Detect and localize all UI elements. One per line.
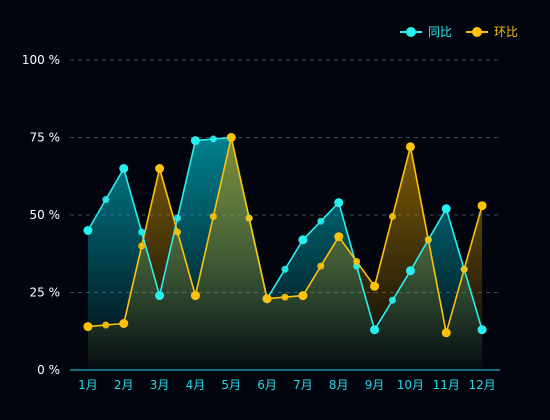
y-tick-label: 50 % [30,208,61,222]
segment-marker [174,228,181,236]
segment-marker [102,196,110,203]
x-tick-label: 4月 [186,378,206,392]
x-tick-label: 1月 [78,378,98,392]
data-point[interactable] [370,281,380,291]
x-tick-label: 2月 [114,378,134,392]
data-point[interactable] [477,325,487,335]
x-tick-label: 11月 [433,378,460,392]
data-point[interactable] [334,198,344,208]
legend-item-2[interactable]: 环比 [466,25,518,39]
data-point[interactable] [370,325,380,335]
axes: 0 % 25 % 50 % 75 % 100 % 1月 2月 3月 4月 5月 6月 7月 8月 9月 10… [22,53,500,392]
segment-marker [424,236,432,244]
segment-marker [389,213,396,221]
segment-marker [281,293,289,301]
x-tick-label: 10月 [397,378,424,392]
segment-marker [353,258,361,265]
x-tick-label: 12月 [468,378,495,392]
legend-label: 环比 [494,25,518,39]
segment-marker [281,265,289,273]
segment-marker [317,262,325,270]
y-tick-label: 75 % [30,131,61,145]
x-tick-label: 7月 [293,378,313,392]
x-tick-label: 8月 [329,378,349,392]
data-point[interactable] [441,204,451,214]
data-point[interactable] [190,291,200,301]
segment-marker [102,321,110,329]
segment-marker [460,265,468,273]
data-point[interactable] [119,164,129,173]
legend-marker [406,27,416,37]
segment-marker [138,228,146,236]
data-point[interactable] [334,232,344,242]
series-area-2 [87,137,483,370]
y-tick-label: 100 % [22,53,60,67]
segment-marker [138,242,146,250]
data-point[interactable] [405,142,415,152]
legend[interactable]: 同比 环比 [400,25,518,39]
data-point[interactable] [262,294,272,304]
series-areas [87,137,483,370]
segment-marker [174,214,181,222]
y-tick-label: 0 % [37,363,60,377]
segment-marker [245,214,253,222]
data-point[interactable] [226,133,236,142]
data-point[interactable] [190,136,200,146]
segment-marker [389,296,396,304]
data-point[interactable] [119,319,129,328]
data-point[interactable] [441,328,451,338]
data-point[interactable] [83,322,93,332]
data-point[interactable] [298,291,308,301]
data-point[interactable] [155,164,165,173]
legend-label: 同比 [428,25,452,39]
segment-marker [209,213,217,221]
legend-item-1[interactable]: 同比 [400,25,452,39]
x-tick-label: 6月 [257,378,277,392]
x-tick-label: 3月 [150,378,170,392]
segment-marker [209,135,217,143]
data-point[interactable] [405,266,415,276]
data-point[interactable] [477,201,487,211]
x-tick-label: 5月 [221,378,241,392]
data-point[interactable] [298,235,308,245]
x-tick-label: 9月 [365,378,385,392]
data-point[interactable] [155,291,165,301]
data-points [83,133,487,338]
legend-marker [472,27,482,37]
data-point[interactable] [83,226,93,235]
segment-marker [317,217,325,225]
y-tick-label: 25 % [30,286,61,300]
